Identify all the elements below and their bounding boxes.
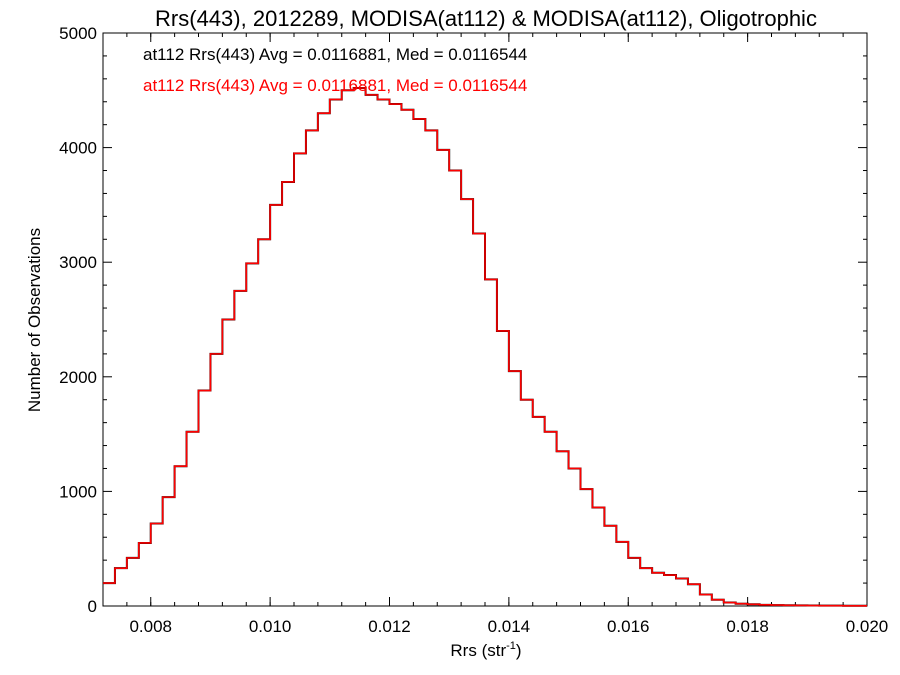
x-tick-label: 0.014 — [488, 617, 531, 636]
histogram-series — [103, 87, 867, 607]
y-tick-label: 5000 — [59, 24, 97, 43]
y-tick-label: 1000 — [59, 482, 97, 501]
histogram-line-red — [103, 87, 867, 607]
x-tick-label: 0.018 — [726, 617, 769, 636]
y-tick-label: 3000 — [59, 253, 97, 272]
x-axis-label: Rrs (str-1) — [450, 640, 521, 660]
y-axis-ticks: 0 1000 2000 3000 4000 5000 — [59, 24, 867, 616]
y-axis-label: Number of Observations — [25, 228, 44, 412]
x-tick-label: 0.016 — [607, 617, 650, 636]
y-tick-label: 0 — [88, 597, 97, 616]
y-tick-label: 4000 — [59, 139, 97, 158]
x-tick-label: 0.020 — [846, 617, 889, 636]
annotation-black: at112 Rrs(443) Avg = 0.0116881, Med = 0.… — [143, 45, 527, 64]
annotation-red: at112 Rrs(443) Avg = 0.0116881, Med = 0.… — [143, 76, 527, 95]
chart-title: Rrs(443), 2012289, MODISA(at112) & MODIS… — [155, 6, 817, 31]
y-tick-label: 2000 — [59, 368, 97, 387]
x-tick-label: 0.010 — [249, 617, 292, 636]
x-axis-ticks: 0.008 0.010 0.012 0.014 0.016 0.018 0.020 — [126, 33, 889, 636]
x-tick-label: 0.008 — [129, 617, 172, 636]
x-axis-label-superscript: -1 — [506, 640, 516, 652]
x-axis-label-close: ) — [516, 641, 522, 660]
histogram-line-black — [103, 87, 867, 607]
x-tick-label: 0.012 — [368, 617, 411, 636]
x-axis-label-text: Rrs (str — [450, 641, 506, 660]
plot-frame — [102, 32, 868, 607]
